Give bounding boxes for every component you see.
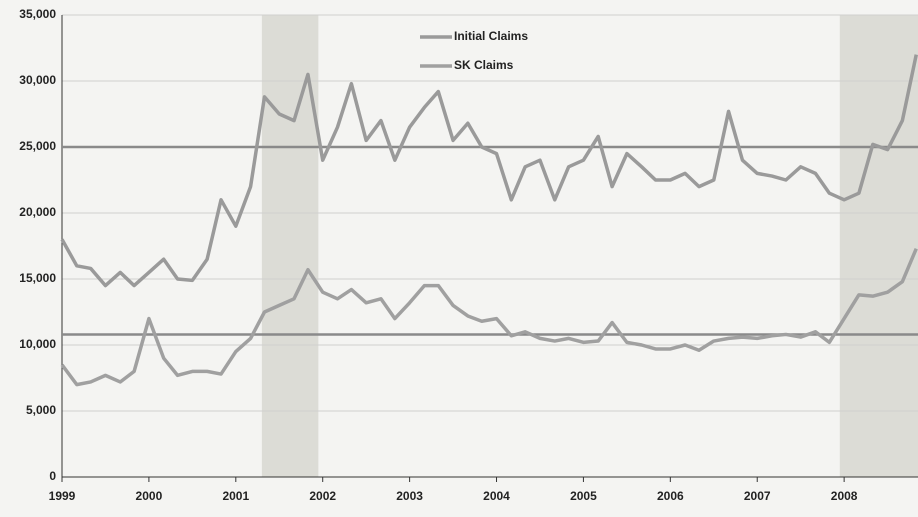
x-tick-label: 2008 [831,489,858,503]
legend-label: Initial Claims [454,29,528,43]
y-tick-label: 30,000 [19,73,56,87]
y-tick-label: 0 [49,469,56,483]
y-tick-label: 10,000 [19,337,56,351]
x-tick-label: 2006 [657,489,684,503]
y-tick-label: 35,000 [19,7,56,21]
recession-shade [839,15,918,477]
x-tick-label: 2005 [570,489,597,503]
x-tick-label: 2003 [396,489,423,503]
x-tick-label: 2002 [309,489,336,503]
series-line [60,247,918,387]
recession-shade [261,15,319,477]
y-tick-label: 5,000 [26,403,56,417]
x-tick-label: 2004 [483,489,510,503]
legend-label: SK Claims [454,58,514,72]
x-tick-label: 1999 [49,489,76,503]
series-line [60,54,918,288]
x-tick-label: 2007 [744,489,771,503]
y-tick-label: 20,000 [19,205,56,219]
x-tick-label: 2001 [222,489,249,503]
y-tick-label: 25,000 [19,139,56,153]
x-tick-label: 2000 [136,489,163,503]
y-tick-label: 15,000 [19,271,56,285]
